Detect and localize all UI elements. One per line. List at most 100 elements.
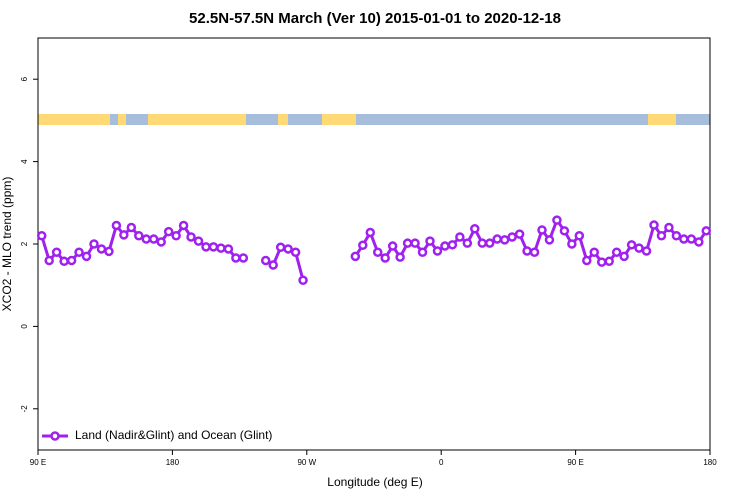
data-point: [499, 235, 510, 245]
data-point: [51, 247, 62, 257]
data-point: [298, 275, 308, 286]
data-point: [134, 231, 144, 241]
data-point: [402, 238, 413, 248]
data-point: [193, 236, 204, 246]
data-point: [470, 224, 480, 234]
data-point: [350, 251, 361, 262]
x-tick-label: 90 E: [567, 458, 583, 467]
data-point: [507, 232, 517, 242]
data-point: [544, 235, 555, 245]
x-axis-label: Longitude (deg E): [327, 475, 422, 489]
data-point: [156, 237, 166, 247]
data-point: [455, 232, 465, 242]
land: [278, 114, 288, 125]
data-point: [596, 257, 607, 267]
data-point: [634, 243, 644, 253]
legend-label: Land (Nadir&Glint) and Ocean (Glint): [75, 428, 272, 442]
legend-marker: [50, 431, 60, 441]
data-point: [492, 234, 502, 244]
x-tick-label: 180: [703, 458, 717, 467]
data-point: [664, 222, 674, 233]
land: [118, 114, 126, 125]
data-point: [582, 255, 592, 266]
x-tick-label: 0: [439, 458, 444, 467]
data-point: [163, 226, 174, 237]
x-tick-label: 90 W: [297, 458, 316, 467]
data-point: [74, 247, 84, 257]
data-point: [447, 240, 458, 250]
x-tick-label: 180: [166, 458, 180, 467]
land: [648, 114, 676, 125]
data-point: [186, 232, 196, 242]
data-point: [522, 246, 532, 256]
land-ocean-strip: [38, 114, 710, 125]
data-point: [104, 246, 114, 257]
data-point: [589, 247, 600, 257]
data-point: [694, 237, 704, 247]
data-point: [275, 242, 286, 253]
data-point: [171, 231, 181, 241]
data-point: [283, 244, 293, 254]
data-point: [514, 229, 525, 239]
y-tick-label: -2: [20, 405, 29, 413]
data-point: [238, 253, 249, 263]
data-point: [484, 238, 495, 248]
data-point: [290, 247, 301, 257]
data-point: [432, 246, 443, 256]
data-point: [656, 231, 667, 241]
data-point: [358, 240, 368, 250]
land: [38, 114, 110, 125]
data-point: [119, 230, 129, 240]
data-point: [66, 255, 77, 266]
data-point: [387, 241, 398, 251]
data-point: [395, 252, 405, 262]
data-point: [380, 253, 390, 263]
data-point: [44, 255, 54, 266]
y-axis-label: XCO2 - MLO trend (ppm): [0, 177, 14, 312]
land: [322, 114, 356, 125]
data-point: [96, 244, 107, 254]
data-point: [148, 234, 159, 244]
data-point: [619, 251, 629, 262]
data-point: [216, 243, 226, 253]
data-point: [604, 256, 614, 267]
data-point: [59, 256, 69, 267]
data-point: [410, 238, 420, 248]
data-point: [552, 215, 562, 225]
data-point: [89, 239, 99, 249]
data-point: [626, 240, 637, 250]
data-point: [111, 220, 122, 231]
data-point: [81, 251, 92, 262]
data-point: [611, 247, 622, 257]
data-point: [574, 231, 585, 241]
data-point: [260, 255, 271, 266]
data-point: [231, 253, 241, 263]
ocean: [38, 114, 710, 125]
data-point: [641, 246, 652, 256]
data-point: [537, 225, 547, 235]
land: [148, 114, 246, 125]
data-point: [559, 226, 570, 236]
data-point: [201, 242, 211, 252]
data-point: [679, 234, 689, 244]
data-point: [477, 238, 488, 248]
data-point: [178, 220, 189, 231]
data-point: [425, 236, 435, 246]
y-tick-label: 0: [20, 324, 29, 329]
data-point: [529, 247, 540, 257]
data-point: [701, 226, 712, 236]
data-point: [686, 234, 697, 244]
data-point: [567, 239, 577, 249]
data-point: [126, 222, 137, 233]
data-point: [372, 247, 383, 257]
data-point: [649, 220, 659, 230]
data-point: [671, 231, 682, 241]
chart-title: 52.5N-57.5N March (Ver 10) 2015-01-01 to…: [189, 10, 561, 27]
data-point: [208, 242, 219, 252]
y-tick-label: 4: [20, 159, 29, 164]
data-point: [440, 241, 450, 251]
data-point: [36, 231, 47, 241]
data-point: [462, 238, 473, 248]
y-tick-label: 6: [20, 76, 29, 81]
